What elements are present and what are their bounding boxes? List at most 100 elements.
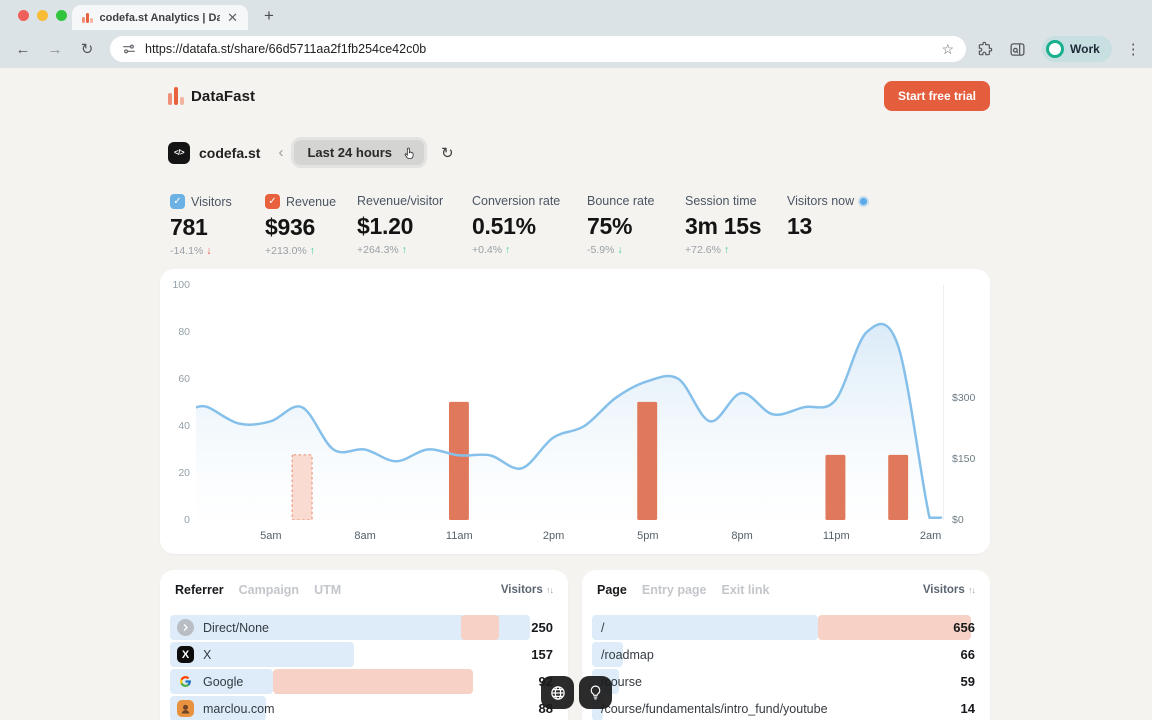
date-range-button[interactable]: Last 24 hours — [291, 137, 427, 168]
side-panel-icon[interactable] — [1004, 41, 1030, 58]
traffic-chart-card: 0 20 40 60 80 100 $0 $150 $300 5am 8am 11am 2pm 5pm… — [160, 269, 990, 554]
x-tick-label: 5am — [260, 530, 282, 542]
metric-label: Conversion rate — [472, 194, 561, 208]
lightbulb-button[interactable] — [579, 676, 612, 709]
browser-profile-chip[interactable]: Work — [1042, 36, 1112, 62]
table-row[interactable]: Google 92 — [170, 669, 553, 694]
revenue-bar — [461, 615, 500, 640]
brand-name: DataFast — [191, 88, 256, 105]
tab-campaign[interactable]: Campaign — [238, 583, 300, 597]
y-tick-label: 60 — [178, 373, 190, 385]
chevron-left-icon[interactable]: ‹ — [278, 144, 284, 161]
extensions-icon[interactable] — [972, 41, 998, 57]
metric-value: 75% — [587, 213, 633, 239]
tab-close-icon[interactable]: ✕ — [227, 10, 238, 25]
metric-delta: +0.4% ↑ — [472, 244, 511, 256]
tab-title: codefa.st Analytics | DataFast — [99, 11, 221, 24]
tab-entry-page[interactable]: Entry page — [641, 583, 707, 597]
row-label: X — [203, 647, 212, 662]
globe-button[interactable] — [541, 676, 574, 709]
visitors-sort-header[interactable]: Visitors ↑↓ — [922, 584, 976, 596]
cursor-pointer-icon — [404, 147, 414, 159]
metric-bounce-rate: Bounce rate 75% -5.9% ↓ — [587, 194, 685, 257]
forward-icon[interactable]: → — [47, 40, 63, 58]
minimize-window-button[interactable] — [37, 10, 48, 21]
visitors-bar — [170, 642, 354, 667]
visitors-revenue-chart — [196, 322, 943, 520]
url-text[interactable]: https://datafa.st/share/66d5711aa2f1fb25… — [145, 42, 427, 56]
visitors-sort-header[interactable]: Visitors ↑↓ — [500, 584, 554, 596]
metric-checkbox-icon[interactable]: ✓ — [265, 194, 280, 209]
page-table-header: Page Entry page Exit link Visitors ↑↓ — [582, 570, 990, 601]
referrer-table-card: Referrer Campaign UTM Visitors ↑↓ Direct/No… — [160, 570, 568, 720]
metric-value: $936 — [265, 214, 315, 240]
browser-toolbar: ← → ↻ https://datafa.st/share/66d5711aa2… — [0, 30, 1152, 68]
x-tick-label: 11am — [445, 530, 473, 542]
row-visitors-value: 59 — [960, 674, 975, 689]
metric-delta: +72.6% ↑ — [685, 244, 730, 256]
chart-plot[interactable] — [196, 285, 944, 520]
row-label: / — [601, 620, 605, 635]
refresh-icon[interactable]: ↻ — [441, 144, 454, 162]
y-tick-label: 0 — [184, 514, 190, 526]
tab-exit-link[interactable]: Exit link — [721, 583, 770, 597]
metrics-row: ✓ Visitors 781 -14.1% ↓ ✓ Revenue $936 +… — [170, 194, 990, 257]
table-row[interactable]: Direct/None 250 — [170, 615, 553, 640]
site-settings-icon[interactable] — [122, 42, 136, 56]
new-tab-button[interactable]: + — [264, 6, 274, 25]
datafast-favicon-icon — [82, 12, 93, 23]
tab-referrer[interactable]: Referrer — [175, 583, 224, 597]
close-window-button[interactable] — [18, 10, 29, 21]
back-icon[interactable]: ← — [15, 40, 31, 58]
bookmark-star-icon[interactable]: ☆ — [941, 40, 954, 57]
live-dot-icon — [860, 197, 868, 205]
browser-tab[interactable]: codefa.st Analytics | DataFast ✕ — [72, 5, 248, 30]
metric-label: Revenue/visitor — [357, 194, 444, 208]
metric-label: Visitors — [191, 194, 232, 209]
globe-icon — [550, 685, 565, 700]
row-label: /roadmap — [601, 647, 654, 662]
breakdown-tables: Referrer Campaign UTM Visitors ↑↓ Direct/No… — [160, 570, 990, 720]
row-visitors-value: 66 — [960, 647, 975, 662]
row-visitors-value: 250 — [531, 620, 553, 635]
lightbulb-icon — [590, 685, 601, 700]
metric-value: 3m 15s — [685, 213, 762, 239]
table-row[interactable]: /roadmap 66 — [592, 642, 975, 667]
y-tick-label: 20 — [178, 467, 190, 479]
start-free-trial-button[interactable]: Start free trial — [883, 81, 990, 111]
metric-value: 781 — [170, 214, 208, 240]
row-label: Direct/None — [203, 620, 269, 635]
table-row[interactable]: /course/fundamentals/intro_fund/youtube … — [592, 696, 975, 720]
row-label: marclou.com — [203, 701, 275, 716]
visitors-bar — [592, 642, 623, 667]
y-axis-right: $0 $150 $300 — [948, 285, 986, 526]
site-name[interactable]: codefa.st — [199, 144, 261, 161]
metric-label: Visitors now — [787, 194, 855, 208]
reload-icon[interactable]: ↻ — [80, 41, 94, 58]
table-row[interactable]: / 656 — [592, 615, 975, 640]
x-tick-label: 2pm — [542, 530, 565, 542]
address-bar[interactable]: https://datafa.st/share/66d5711aa2f1fb25… — [110, 36, 966, 62]
row-visitors-value: 14 — [960, 701, 975, 716]
zoom-window-button[interactable] — [56, 10, 67, 21]
metric-value: 0.51% — [472, 213, 536, 239]
datafast-brand: DataFast — [168, 87, 255, 105]
profile-label: Work — [1070, 42, 1100, 56]
x-tick-label: 2am — [919, 530, 942, 542]
tab-page[interactable]: Page — [597, 583, 627, 597]
x-tick-label: 11pm — [822, 530, 850, 542]
x-tick-label: 8am — [354, 530, 376, 542]
window-controls[interactable] — [18, 10, 67, 21]
tab-utm[interactable]: UTM — [314, 583, 342, 597]
table-row[interactable]: /course 59 — [592, 669, 975, 694]
datafast-logo-icon — [168, 87, 184, 105]
browser-menu-icon[interactable]: ⋮ — [1125, 41, 1141, 58]
y-tick-label: 80 — [178, 326, 190, 338]
page-table-rows: / 656 /roadmap 66 /course 59 /course/fun… — [582, 601, 990, 720]
metric-label: Bounce rate — [587, 194, 655, 208]
metric-value: $1.20 — [357, 213, 414, 239]
table-row[interactable]: X X 157 — [170, 642, 553, 667]
floating-buttons — [541, 676, 612, 709]
table-row[interactable]: marclou.com 88 — [170, 696, 553, 720]
metric-checkbox-icon[interactable]: ✓ — [170, 194, 185, 209]
